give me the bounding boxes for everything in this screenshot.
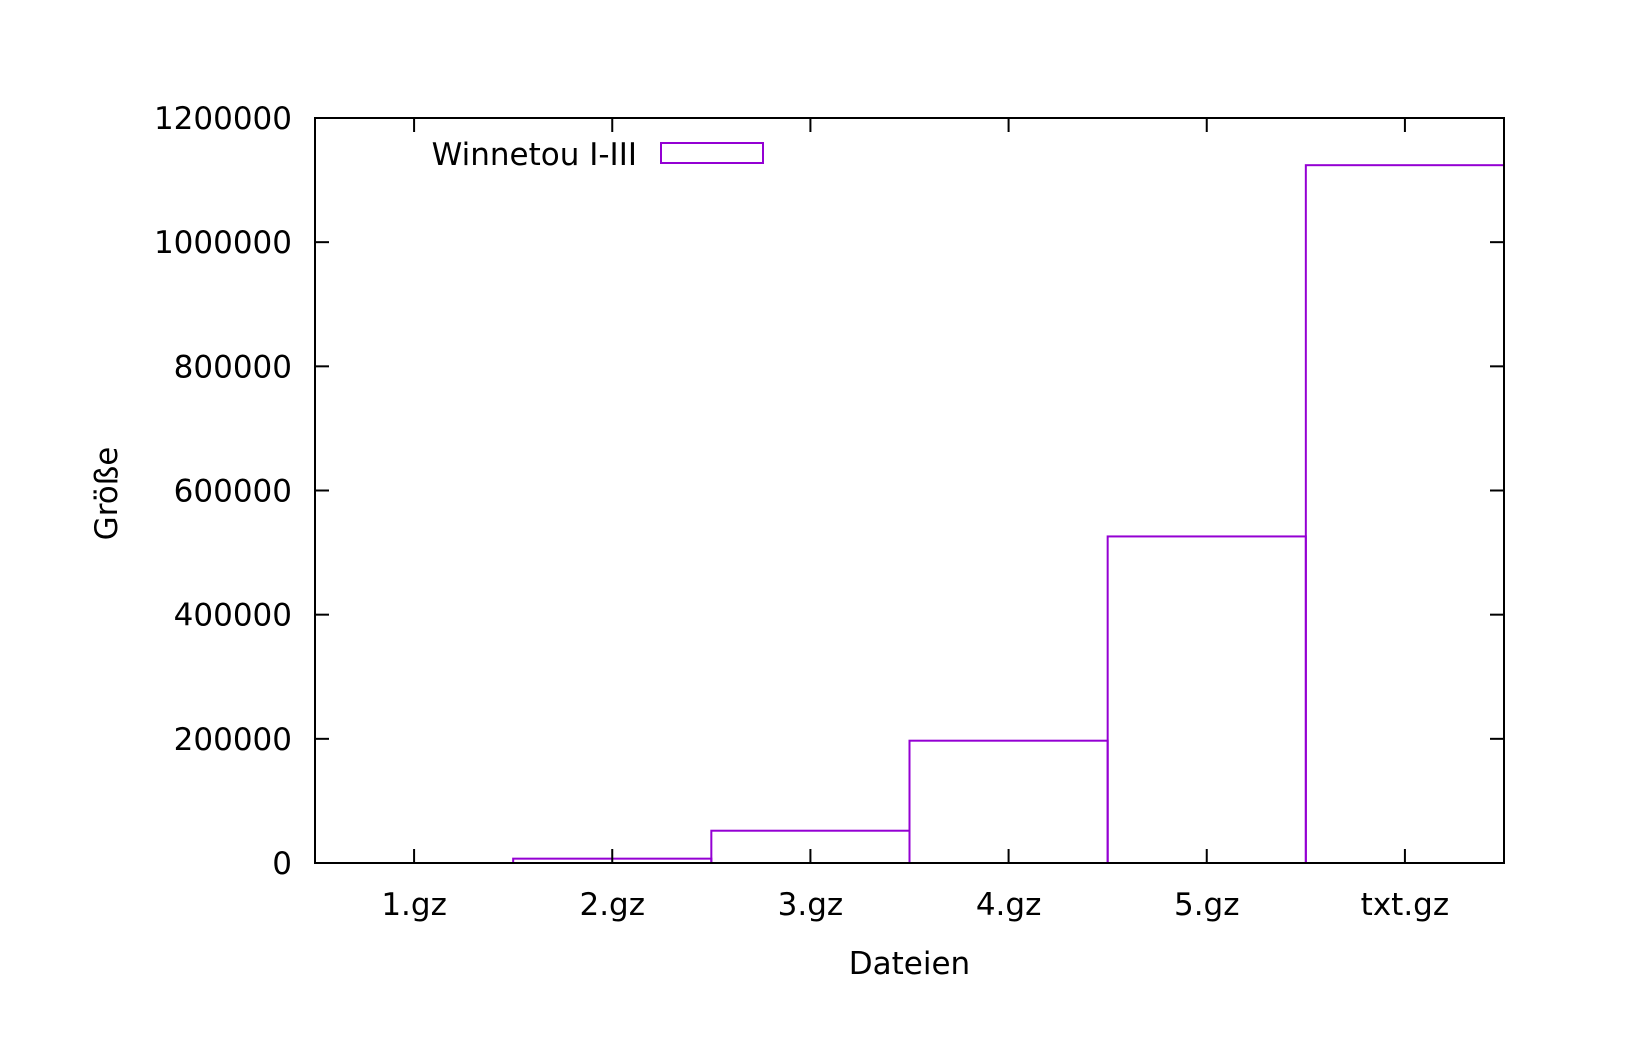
legend-label: Winnetou I-III bbox=[432, 137, 637, 173]
bar-4.gz bbox=[908, 739, 1109, 865]
bar-txt.gz bbox=[1304, 164, 1506, 864]
y-axis-label: Größe bbox=[89, 447, 125, 541]
y-tick-label: 400000 bbox=[174, 598, 292, 634]
x-tick-label: txt.gz bbox=[1361, 887, 1449, 923]
y-tick-label: 800000 bbox=[174, 349, 292, 385]
legend: Winnetou I-III bbox=[432, 137, 764, 173]
ticks-layer: 0 200000 400000 600000 800000 1000000 1200000 1… bbox=[154, 101, 1504, 923]
x-tick-label: 3.gz bbox=[778, 887, 844, 923]
y-tick-label: 0 bbox=[272, 846, 292, 882]
legend-swatch bbox=[660, 142, 764, 164]
y-tick-label: 1200000 bbox=[154, 101, 292, 137]
x-axis-label: Dateien bbox=[849, 946, 970, 982]
x-tick-label: 5.gz bbox=[1174, 887, 1240, 923]
y-tick-label: 600000 bbox=[174, 474, 292, 510]
bar-5.gz bbox=[1106, 535, 1307, 864]
x-tick-label: 1.gz bbox=[381, 887, 447, 923]
bars-layer bbox=[512, 164, 1506, 865]
x-tick-label: 4.gz bbox=[976, 887, 1042, 923]
x-tick-label: 2.gz bbox=[579, 887, 645, 923]
y-tick-label: 1000000 bbox=[154, 225, 292, 261]
y-tick-label: 200000 bbox=[174, 722, 292, 758]
